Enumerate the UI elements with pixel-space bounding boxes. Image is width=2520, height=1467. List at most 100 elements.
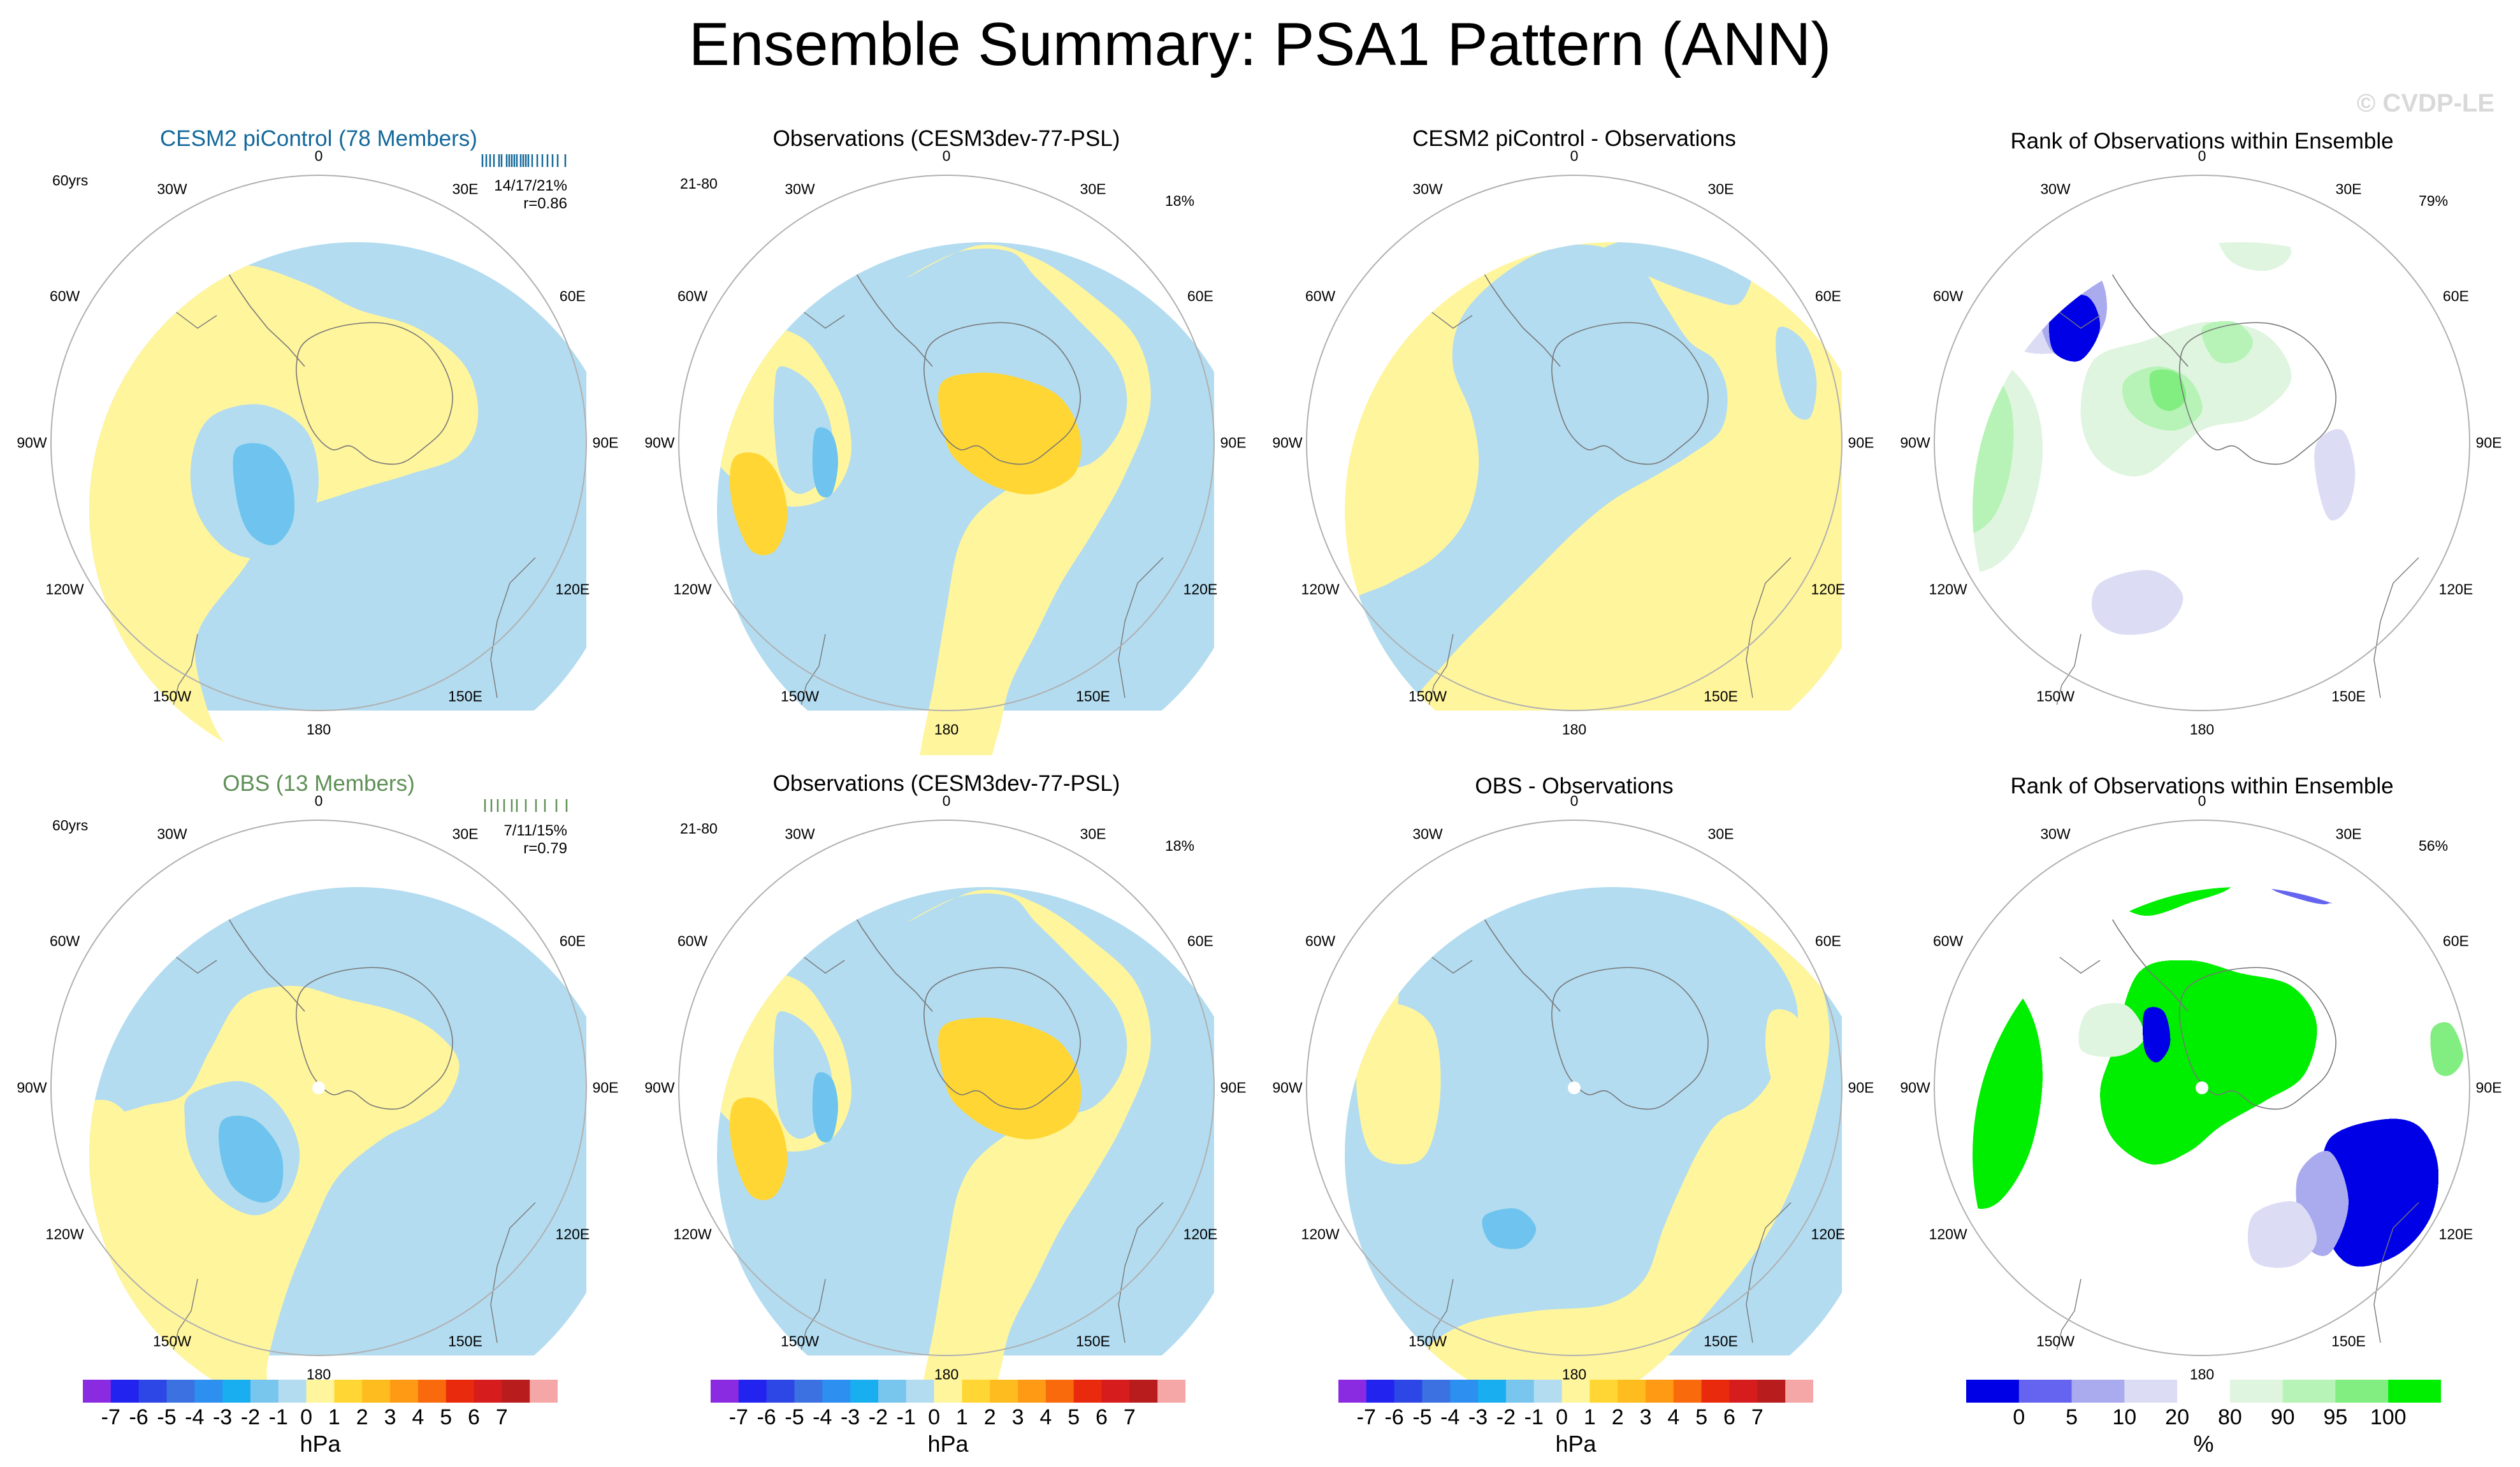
lon-label: 90E xyxy=(592,434,619,451)
new-zealand-outline xyxy=(799,1278,826,1356)
colorbar-box xyxy=(1729,1380,1758,1403)
colorbar-box xyxy=(906,1380,935,1403)
lon-label: 180 xyxy=(1561,721,1587,738)
lon-label: 120W xyxy=(1929,581,1967,598)
colorbar-box xyxy=(1646,1380,1674,1403)
lon-label: 60E xyxy=(1814,932,1841,950)
new-zealand-outline xyxy=(1427,633,1454,711)
lon-label: 120E xyxy=(1183,1225,1218,1243)
colorbar-box xyxy=(1533,1380,1563,1403)
colorbar-tick: 1 xyxy=(328,1405,340,1429)
lon-label: 60W xyxy=(1932,287,1964,305)
stats-pct: 14/17/21% xyxy=(494,177,567,194)
map-border xyxy=(1306,820,1843,1356)
lon-label: 30E xyxy=(452,825,479,842)
contour-region xyxy=(908,889,1151,1400)
lon-label: 120W xyxy=(1301,581,1340,598)
lon-label: 60W xyxy=(677,932,708,950)
map xyxy=(1306,175,1843,737)
colorbar-box xyxy=(766,1380,795,1403)
variance-label: 18% xyxy=(1165,837,1195,854)
contour-region xyxy=(1345,244,1728,737)
lon-label: 90W xyxy=(644,1079,675,1096)
new-zealand-outline xyxy=(2055,1278,2082,1356)
colorbar-tick: 7 xyxy=(495,1405,508,1429)
rank-region xyxy=(2247,1201,2317,1268)
rank-region xyxy=(1967,170,2039,240)
colorbar-box xyxy=(1073,1380,1103,1403)
australia-outline xyxy=(490,1202,536,1343)
contour-region xyxy=(730,452,788,556)
lon-label: 30E xyxy=(2335,180,2362,198)
antarctica-outline xyxy=(923,322,1081,465)
stats-box: 14/17/21% r=0.86 xyxy=(421,177,567,213)
map-border xyxy=(1934,820,2470,1356)
lon-label: 120E xyxy=(2438,1225,2473,1243)
panel-title: OBS - Observations xyxy=(1475,774,1674,799)
lon-label: 150W xyxy=(1408,688,1447,705)
lon-label: 90E xyxy=(2475,434,2502,451)
lon-label: 30W xyxy=(157,180,187,198)
colorbar-unit: hPa xyxy=(300,1431,341,1457)
colorbar-box xyxy=(1561,1380,1590,1403)
colorbar-tick: 5 xyxy=(1068,1405,1080,1429)
colorbar-box xyxy=(390,1380,419,1403)
lon-label: 150E xyxy=(1704,688,1738,705)
lon-label: 60E xyxy=(2442,287,2469,305)
lon-label: 120W xyxy=(1301,1225,1340,1243)
variance-label: 56% xyxy=(2419,837,2449,854)
lon-label: 180 xyxy=(2189,721,2215,738)
panel-obs-pattern-2: Observations (CESM3dev-77-PSL) 21-80 18%… xyxy=(641,753,1252,1400)
colorbar-box xyxy=(2229,1380,2284,1403)
colorbar-box xyxy=(1589,1380,1618,1403)
contour-region xyxy=(1482,1208,1537,1250)
colorbar-box xyxy=(417,1380,447,1403)
lon-label: 30W xyxy=(785,180,815,198)
colorbar-box xyxy=(1450,1380,1479,1403)
rank-region xyxy=(2142,1007,2171,1063)
colorbar-tick: 3 xyxy=(1639,1405,1652,1429)
lon-label: 60W xyxy=(49,932,80,950)
colorbar-box xyxy=(474,1380,502,1403)
colorbar-tick: 90 xyxy=(2270,1405,2295,1429)
colorbar-hpa-2: -7 -6 -5 -4 -3 -2 -1 0 1 2 3 4 5 6 7 hPa xyxy=(711,1380,1185,1466)
variance-label: 18% xyxy=(1165,192,1195,209)
contour-region xyxy=(1776,326,1817,420)
lon-label: 120E xyxy=(2438,581,2473,598)
colorbar-tick: 2 xyxy=(356,1405,368,1429)
colorbar-box xyxy=(1338,1380,1367,1403)
colorbar-tick: 0 xyxy=(928,1405,941,1429)
lon-label: 150E xyxy=(1076,1333,1110,1350)
colorbar-box xyxy=(2071,1380,2125,1403)
colorbar-tick: -2 xyxy=(240,1405,261,1429)
colorbar-tick: 4 xyxy=(1039,1405,1052,1429)
colorbar-box xyxy=(1505,1380,1535,1403)
panel-title: Rank of Observations within Ensemble xyxy=(2010,129,2394,154)
lon-label: 180 xyxy=(306,721,331,738)
colorbar-hpa-3: -7 -6 -5 -4 -3 -2 -1 0 1 2 3 4 5 6 7 hPa xyxy=(1338,1380,1813,1466)
colorbar-tick: -7 xyxy=(101,1405,120,1429)
colorbar-tick: -3 xyxy=(212,1405,233,1429)
colorbar-tick: 6 xyxy=(1096,1405,1108,1429)
lon-label: 60E xyxy=(1187,287,1213,305)
colorbar-tick: -1 xyxy=(268,1405,288,1429)
map xyxy=(50,820,587,1400)
pole-marker xyxy=(1568,1081,1581,1094)
lon-label: 0 xyxy=(942,147,951,164)
lon-label: 90E xyxy=(592,1079,619,1096)
lon-label: 0 xyxy=(1570,147,1579,164)
colorbar-tick: -5 xyxy=(785,1405,804,1429)
panel-obsens-pattern: OBS (13 Members) 60yrs 7/11/15% r=0.79 0… xyxy=(13,753,625,1400)
colorbar-tick: 80 xyxy=(2217,1405,2242,1429)
panel-title: OBS (13 Members) xyxy=(222,771,415,796)
new-zealand-outline xyxy=(1427,1278,1454,1356)
map xyxy=(678,175,1215,755)
pole-marker xyxy=(2196,1081,2208,1094)
colorbar-box xyxy=(1422,1380,1451,1403)
australia-outline xyxy=(1746,557,1792,698)
colorbar-tick: -2 xyxy=(1496,1405,1516,1429)
colorbar-box xyxy=(2388,1380,2441,1403)
lon-label: 150E xyxy=(448,688,482,705)
colorbar-box xyxy=(2282,1380,2336,1403)
colorbar-unit: hPa xyxy=(927,1431,969,1457)
